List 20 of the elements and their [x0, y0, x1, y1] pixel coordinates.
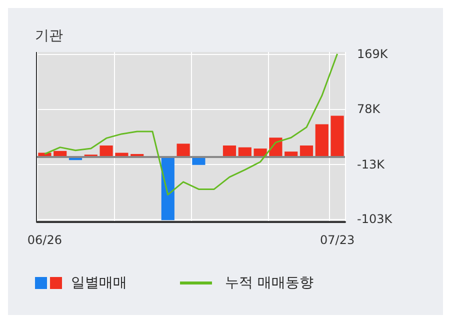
legend-label: 일별매매	[71, 275, 127, 291]
x-tick-label: 07/23	[320, 233, 355, 247]
bar	[284, 152, 298, 156]
bar	[161, 156, 174, 220]
legend-label: 누적 매매동향	[225, 275, 314, 291]
y-tick-label: 169K	[357, 46, 389, 61]
bar	[238, 147, 252, 156]
y-tick-label: 78K	[357, 102, 382, 116]
bar	[330, 116, 344, 156]
y-tick-label: -13K	[357, 157, 386, 172]
chart-title: 기관	[35, 28, 63, 44]
bar	[54, 150, 67, 156]
line-series	[44, 53, 338, 196]
bar	[100, 146, 113, 156]
bar	[315, 124, 328, 156]
x-tick-label: 06/26	[27, 233, 62, 247]
bar	[300, 146, 314, 156]
bar	[222, 146, 236, 156]
bar	[176, 144, 190, 156]
y-tick-label: -103K	[357, 212, 394, 226]
